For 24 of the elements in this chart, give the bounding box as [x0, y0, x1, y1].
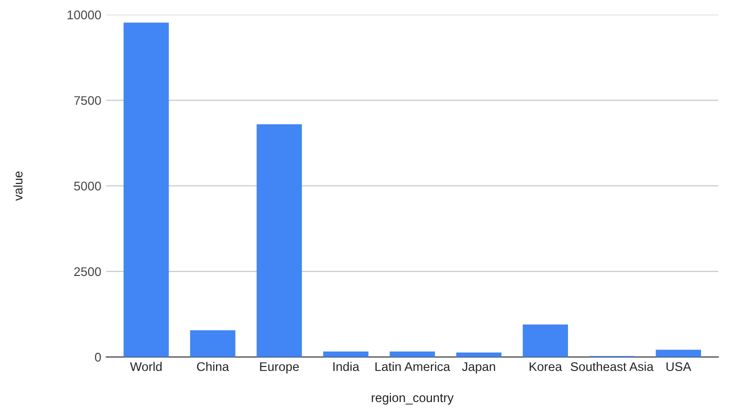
bar	[256, 124, 302, 357]
x-tick-label: India	[333, 362, 360, 372]
bar	[522, 324, 568, 357]
bar	[190, 330, 236, 357]
bar	[456, 352, 502, 357]
x-tick-label: World	[130, 362, 162, 372]
y-tick-label: 2500	[74, 267, 101, 276]
x-axis-title: region_country	[372, 392, 454, 405]
bar	[323, 352, 368, 357]
x-tick-label: Japan	[462, 362, 496, 374]
y-tick-label: 10000	[68, 10, 101, 20]
x-tick-label: Southeast Asia	[570, 362, 654, 372]
y-tick-label: 5000	[74, 182, 101, 190]
x-tick-label: USA	[666, 362, 692, 372]
x-tick-label: Europe	[260, 362, 299, 374]
bar	[390, 352, 435, 357]
bar	[656, 350, 702, 357]
y-tick-label: 7500	[74, 96, 101, 105]
x-tick-label: Latin America	[375, 362, 450, 372]
y-tick-label: 0	[94, 352, 101, 362]
x-tick-label: Korea	[530, 362, 562, 372]
y-axis-title: value	[13, 171, 23, 201]
x-tick-label: China	[197, 362, 230, 372]
bar	[124, 22, 169, 357]
